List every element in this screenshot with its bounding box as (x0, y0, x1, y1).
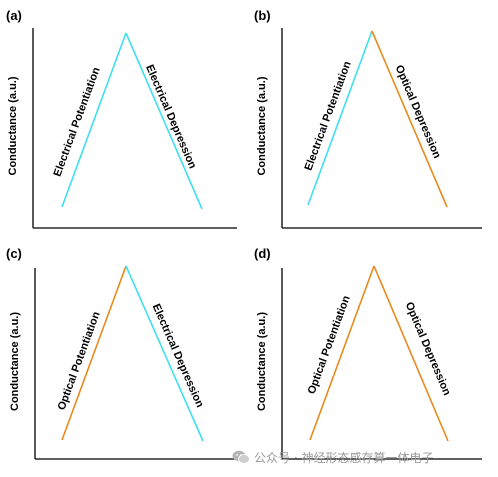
wechat-icon (232, 450, 250, 464)
depression-label: Optical Depression (403, 300, 453, 397)
potentiation-line (309, 265, 375, 441)
depression-line (373, 265, 449, 442)
panel-label: (a) (6, 8, 22, 23)
panel-label: (b) (254, 8, 271, 23)
panel-b: (b) Conductance (a.u.) Electrical Potentia… (254, 8, 482, 229)
y-axis-title: Conductance (a.u.) (256, 312, 268, 411)
depression-line (125, 265, 204, 442)
depression-label: Electrical Depression (143, 63, 198, 171)
potentiation-label: Electrical Potentiation (52, 65, 103, 178)
y-axis-title: Conductance (a.u.) (7, 76, 19, 175)
depression-line (125, 32, 203, 210)
depression-line (371, 30, 448, 208)
potentiation-line (61, 32, 127, 208)
potentiation-line (61, 265, 127, 441)
y-axis-title: Conductance (a.u.) (9, 312, 21, 411)
panel-d: (d)Conductance (a.u.) Optical Potentiatio… (254, 246, 482, 460)
watermark: 公众号 · 神经形态感存算一体电子 (232, 448, 433, 466)
potentiation-line (307, 30, 373, 206)
panel-label: (c) (6, 246, 22, 261)
potentiation-label: Optical Potentiation (56, 310, 103, 412)
panel-a: (a) Conductance (a.u.) Electrical Potentia… (6, 8, 237, 229)
panel-label: (d) (254, 246, 271, 261)
panel-c: (c) Conductance (a.u.) Optical Potentiatio… (6, 246, 237, 460)
y-axis-title: Conductance (a.u.) (256, 76, 268, 175)
depression-label: Optical Depression (393, 63, 443, 160)
watermark-text: 公众号 · 神经形态感存算一体电子 (254, 450, 434, 465)
depression-label: Electrical Depression (150, 302, 206, 410)
potentiation-label: Electrical Potentiation (303, 59, 354, 172)
